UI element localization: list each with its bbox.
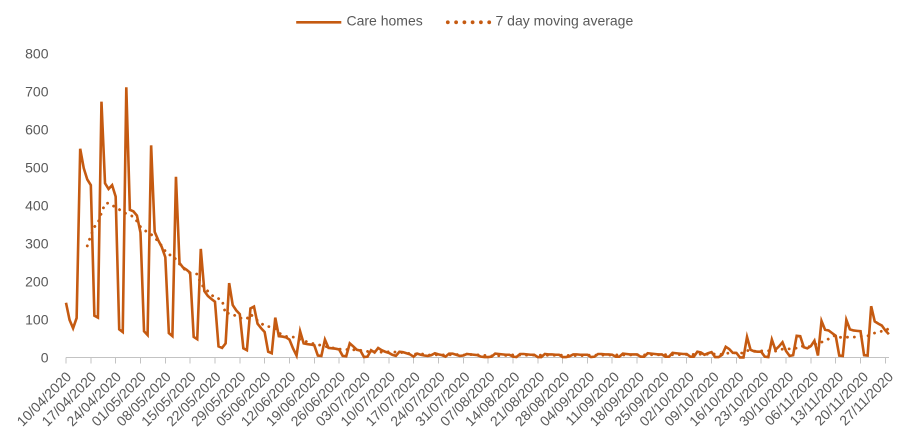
svg-text:500: 500 <box>25 160 49 176</box>
svg-text:7 day moving average: 7 day moving average <box>496 13 634 29</box>
svg-text:300: 300 <box>25 235 49 251</box>
svg-text:700: 700 <box>25 84 49 100</box>
svg-text:0: 0 <box>41 349 49 365</box>
svg-text:100: 100 <box>25 311 49 327</box>
svg-text:200: 200 <box>25 273 49 289</box>
svg-text:800: 800 <box>25 46 49 62</box>
svg-text:400: 400 <box>25 197 49 213</box>
svg-text:Care homes: Care homes <box>347 13 423 29</box>
svg-text:600: 600 <box>25 122 49 138</box>
